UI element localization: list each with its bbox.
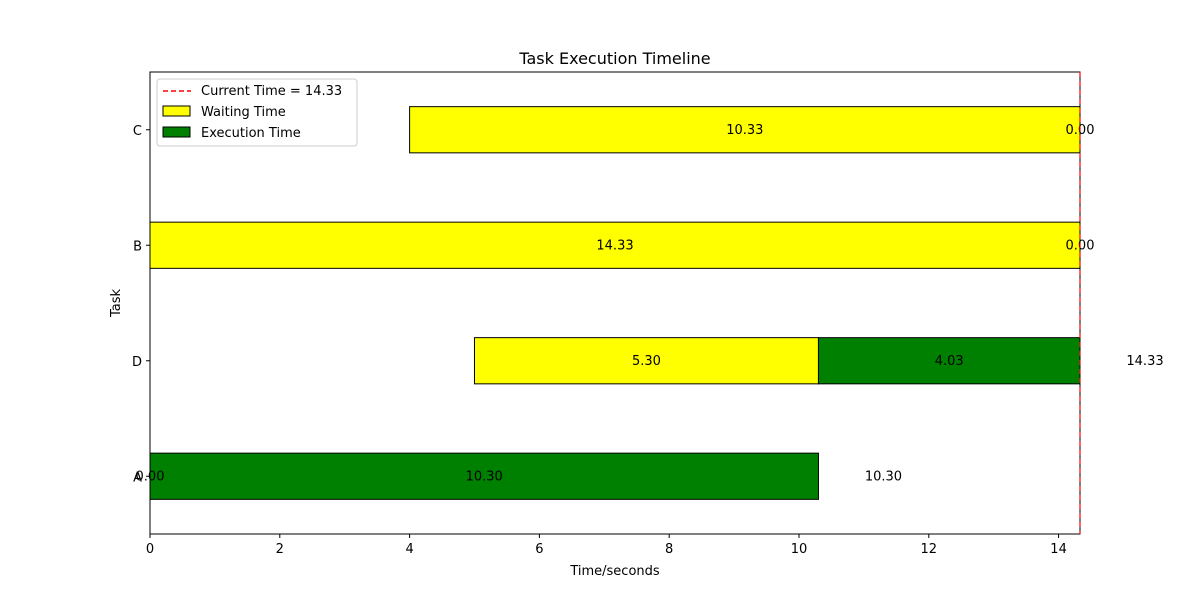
waiting-value-D: 5.30 xyxy=(632,354,661,369)
x-tick-label: 10 xyxy=(791,542,808,557)
x-tick-label: 8 xyxy=(665,542,673,557)
legend-waiting-swatch xyxy=(162,105,191,117)
ticks-layer: 0 2 4 6 8 10 12 14 A D B C xyxy=(132,124,1067,557)
execution-value-A: 10.30 xyxy=(466,469,503,484)
legend-current-time-label: Current Time = 14.33 xyxy=(201,84,342,99)
y-tick-label: C xyxy=(133,124,142,139)
x-tick-label: 2 xyxy=(276,542,284,557)
waiting-value-C: 10.33 xyxy=(726,123,763,138)
y-tick-label: A xyxy=(133,470,142,485)
x-tick-label: 4 xyxy=(405,542,413,557)
y-tick-label: B xyxy=(133,239,142,254)
legend: Current Time = 14.33 Waiting Time Execut… xyxy=(156,78,358,147)
end-time-value-D: 14.33 xyxy=(1126,354,1163,369)
waiting-bar-D xyxy=(473,337,819,385)
chart-title: Task Execution Timeline xyxy=(518,49,710,68)
y-axis-label: Task xyxy=(109,289,124,319)
execution-value-D: 4.03 xyxy=(935,354,964,369)
x-tick-label: 14 xyxy=(1050,542,1067,557)
legend-waiting-label: Waiting Time xyxy=(201,105,286,120)
legend-execution-swatch xyxy=(162,126,191,138)
end-time-value-A: 10.30 xyxy=(865,469,902,484)
legend-box xyxy=(156,78,358,147)
x-tick-label: 0 xyxy=(146,542,154,557)
legend-execution-label: Execution Time xyxy=(201,126,301,141)
execution-bar-A xyxy=(149,452,819,500)
x-axis-label: Time/seconds xyxy=(569,564,660,579)
waiting-bar-C xyxy=(409,106,1081,154)
x-tick-label: 6 xyxy=(535,542,543,557)
waiting-value-B: 14.33 xyxy=(596,238,633,253)
y-tick-label: D xyxy=(132,355,142,370)
plot-frame xyxy=(149,71,1081,535)
x-tick-label: 12 xyxy=(921,542,938,557)
